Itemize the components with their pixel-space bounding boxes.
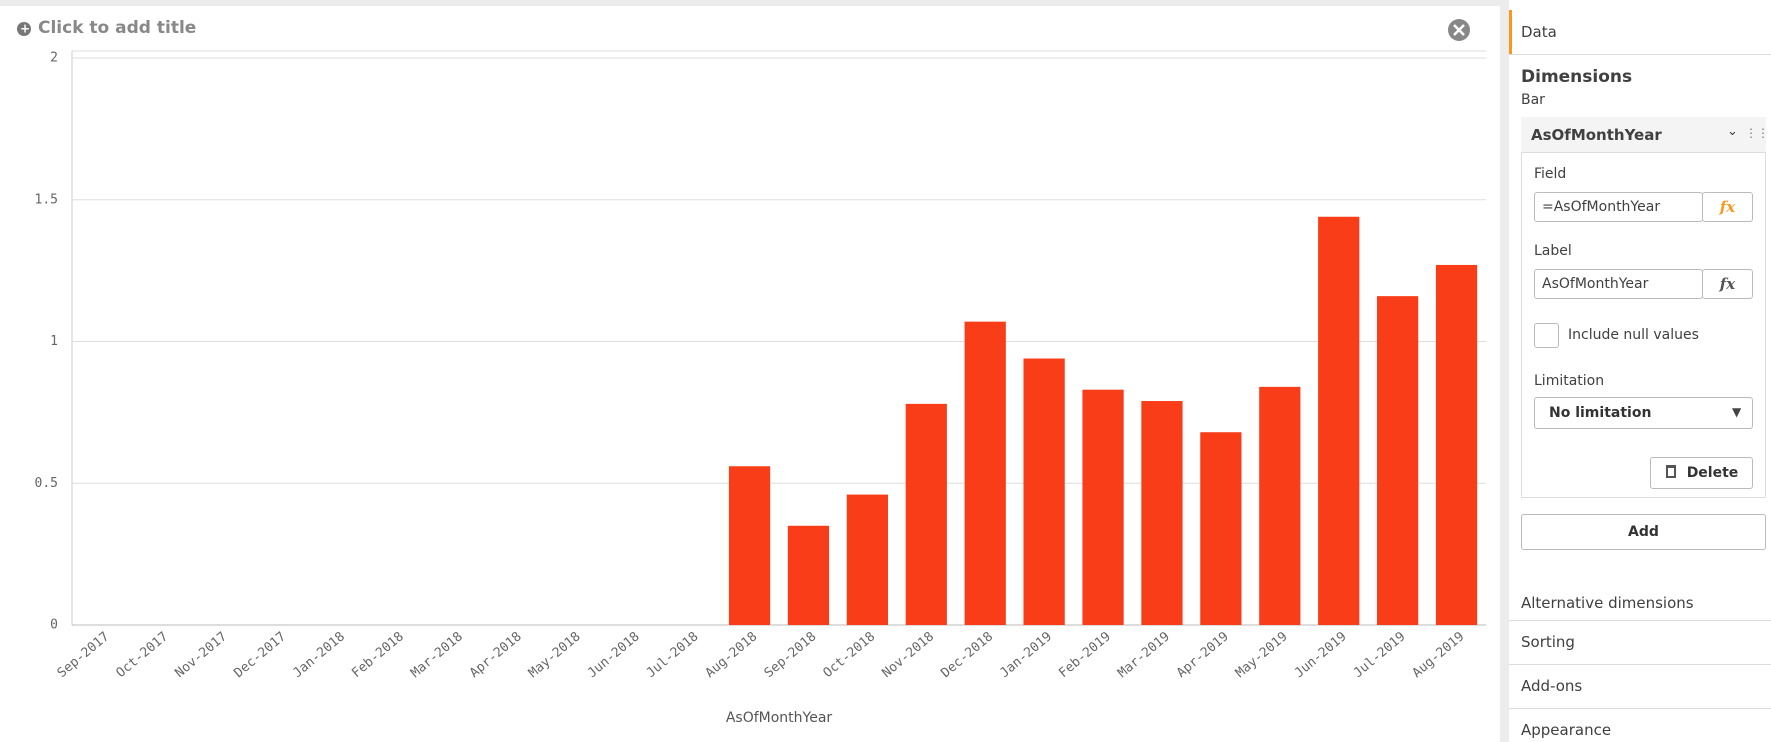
y-tick-label: 0: [50, 618, 58, 633]
add-button[interactable]: Add: [1521, 514, 1766, 550]
section-link[interactable]: Sorting: [1521, 633, 1575, 651]
bar: [846, 494, 888, 625]
x-tick-label: Mar-2019: [1115, 629, 1173, 681]
bar: [1377, 296, 1419, 625]
x-tick-label: Apr-2018: [467, 629, 525, 681]
plus: +: [20, 22, 30, 36]
field-input[interactable]: =AsOfMonthYear: [1534, 192, 1703, 222]
bar: [728, 466, 771, 625]
x-tick-label: Oct-2018: [821, 629, 879, 681]
section-link[interactable]: Appearance: [1521, 721, 1612, 739]
close-x: [1453, 24, 1465, 36]
bar: [964, 321, 1006, 625]
x-tick-label: Jul-2018: [644, 629, 702, 681]
x-tick-label: Feb-2019: [1056, 629, 1114, 681]
x-tick-label: Jun-2019: [1292, 629, 1350, 681]
x-tick-label: May-2018: [526, 629, 584, 681]
bar: [1200, 432, 1242, 625]
x-tick-label: Apr-2019: [1174, 629, 1232, 681]
bar: [1141, 401, 1183, 625]
x-tick-label: Aug-2018: [703, 629, 761, 681]
bar: [1318, 216, 1360, 625]
x-axis-title: AsOfMonthYear: [726, 710, 833, 726]
bar: [1259, 386, 1301, 625]
label-input[interactable]: AsOfMonthYear: [1534, 269, 1703, 299]
x-tick-label: Jan-2019: [997, 629, 1055, 681]
subsection: Bar: [1521, 92, 1545, 108]
x-tick-label: Feb-2018: [349, 629, 407, 681]
section-title: Dimensions: [1521, 67, 1633, 87]
x-tick-label: Mar-2018: [408, 629, 466, 681]
x-tick-label: Sep-2017: [55, 629, 113, 681]
x-tick-label: May-2019: [1233, 629, 1291, 681]
dimension-header[interactable]: [1521, 117, 1766, 153]
x-tick-label: Dec-2018: [938, 629, 996, 681]
bar: [1435, 264, 1478, 625]
label-label: Label: [1534, 243, 1572, 259]
x-tick-label: Aug-2019: [1410, 629, 1468, 681]
x-tick-label: Jan-2018: [290, 629, 348, 681]
tab-indicator: [1509, 10, 1512, 54]
x-tick-label: Jun-2018: [585, 629, 643, 681]
limitation-label: Limitation: [1534, 373, 1605, 389]
x-tick-label: Nov-2018: [879, 629, 937, 681]
bar: [1023, 358, 1065, 625]
separator: [1509, 708, 1771, 709]
bar: [905, 403, 947, 625]
trash-icon: [1666, 465, 1676, 478]
bar: [787, 525, 830, 625]
x-tick-label: Sep-2018: [762, 629, 820, 681]
dropdown-arrow: ▼: [1732, 405, 1742, 419]
chart-title[interactable]: Click to add title: [38, 18, 196, 38]
x-tick-label: Dec-2017: [231, 629, 289, 681]
chevron[interactable]: ⌄: [1727, 124, 1738, 139]
field-label: Field: [1534, 166, 1567, 182]
checkbox[interactable]: [1534, 323, 1559, 348]
y-tick-label: 2: [50, 51, 58, 66]
separator: [1509, 664, 1771, 665]
fx-button[interactable]: fx: [1702, 192, 1753, 222]
section-link[interactable]: Alternative dimensions: [1521, 594, 1694, 612]
y-tick-label: 1.5: [35, 192, 58, 207]
add-icon[interactable]: [17, 22, 31, 36]
section-link[interactable]: Add-ons: [1521, 677, 1583, 695]
chart: + Click to add title AsOfMonthYear 0 0.5 1…: [0, 6, 1500, 742]
separator: [1509, 54, 1771, 55]
x-tick-label: Jul-2019: [1351, 629, 1409, 681]
drag-handle[interactable]: ⋮⋮: [1745, 126, 1769, 140]
delete-button[interactable]: Delete: [1650, 457, 1753, 489]
checkbox-label[interactable]: Include null values: [1568, 327, 1699, 343]
x-tick-label: Nov-2017: [172, 629, 230, 681]
separator: [1509, 620, 1771, 621]
y-tick-label: 0.5: [35, 476, 58, 491]
dimension-name: AsOfMonthYear: [1531, 126, 1662, 144]
fx-button[interactable]: fx: [1702, 269, 1753, 299]
x-tick-label: Oct-2017: [114, 629, 172, 681]
data-tab[interactable]: Data: [1521, 23, 1557, 41]
limitation-dropdown[interactable]: No limitation: [1534, 397, 1753, 429]
y-tick-label: 1: [50, 334, 58, 349]
bar: [1082, 389, 1124, 625]
properties-panel: Data Dimensions Bar AsOfMonthYear ⌄ ⋮⋮ F…: [1509, 0, 1771, 742]
